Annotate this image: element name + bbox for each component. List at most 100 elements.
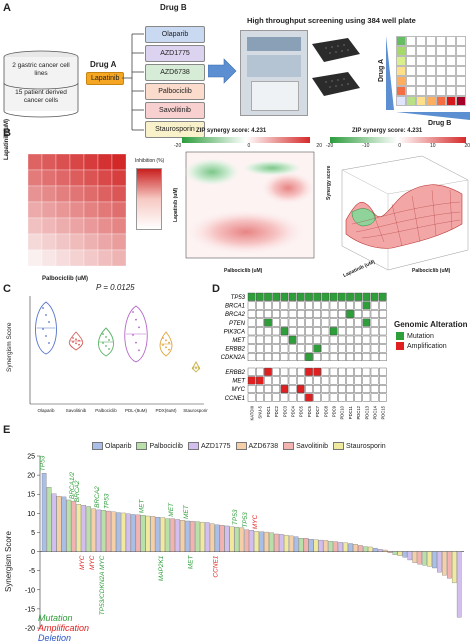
bar-annotation: MET <box>168 502 175 517</box>
matrix-cell <box>406 66 416 76</box>
matrix-cell <box>426 86 436 96</box>
mutation-cell <box>288 344 297 353</box>
mutation-cell <box>247 344 256 353</box>
mutation-cell <box>346 353 354 362</box>
inhibition-colorbar <box>136 168 162 230</box>
heatmap-xlabel: Palbociclib (uM) <box>42 276 89 282</box>
mutation-cell <box>272 292 280 301</box>
mutation-cell <box>354 327 363 336</box>
sample-label: PDC5 <box>299 405 304 417</box>
heatmap-cell <box>27 233 43 251</box>
heatmap-cell <box>27 217 43 235</box>
matrix-cell <box>456 96 466 106</box>
synergism-bar <box>199 521 205 552</box>
violin-point <box>108 339 110 341</box>
mutation-cell <box>346 301 354 310</box>
heatmap-cell <box>41 217 57 235</box>
legend-label: AZD6738 <box>248 442 279 450</box>
panel-c-label: C <box>3 283 11 295</box>
well-plate-image <box>312 38 360 96</box>
amp-cell <box>296 376 305 385</box>
violin-point <box>132 311 134 313</box>
synergism-bar <box>209 523 215 552</box>
heatmap-cell <box>83 201 99 219</box>
heatmap-cell <box>111 185 127 203</box>
legend-swatch <box>283 442 295 450</box>
heatmap-cell <box>69 217 85 235</box>
synergism-bar <box>402 551 408 558</box>
sample-label: KATOIII <box>250 406 255 421</box>
sample-label: PDC4 <box>291 405 296 417</box>
amp-cell <box>370 367 379 376</box>
matrix-cell <box>426 66 436 76</box>
mutation-cell <box>321 327 330 336</box>
mutation-cell <box>272 327 280 336</box>
mutation-cell <box>247 301 256 310</box>
synergism-bar <box>145 515 151 552</box>
bar-annotation: TP53 <box>39 455 46 471</box>
synergism-bar <box>170 518 175 552</box>
mutation-cell <box>296 327 305 336</box>
drug-legend-item: Savolitinib <box>283 442 328 450</box>
amp-cell <box>264 384 272 393</box>
sample-label: PDC9 <box>332 405 337 417</box>
cbar-tick-mid: 0 <box>247 143 251 149</box>
synergism-bar <box>279 534 284 552</box>
synergism-bar <box>101 510 106 552</box>
mutation-gene-label: PIK3CA <box>224 329 245 335</box>
mutation-cell <box>288 292 297 301</box>
mutation-cell <box>329 310 338 319</box>
violin-point <box>195 367 197 369</box>
violin-point <box>108 348 110 350</box>
violin-shape <box>98 327 114 357</box>
amp-cell <box>264 367 272 376</box>
violin-point <box>72 337 74 339</box>
mutation-cell <box>337 327 346 336</box>
mutation-cell <box>272 301 280 310</box>
amp-cell <box>346 376 354 385</box>
violin-point <box>78 339 80 342</box>
amp-cell <box>247 384 256 393</box>
synergism-bar <box>308 539 314 552</box>
matrix-cell <box>446 36 456 46</box>
mutation-cell <box>313 353 321 362</box>
inhibition-heatmap <box>27 153 127 267</box>
mutation-cell <box>362 327 371 336</box>
heatmap-cell <box>27 185 43 203</box>
drug-legend-item: AZD1775 <box>187 442 231 450</box>
mutation-cell <box>370 344 379 353</box>
matrix-cell <box>416 66 426 76</box>
synergism-bar <box>91 508 96 552</box>
matrix-cell <box>406 56 416 66</box>
violin-ylabel: Synergism Score <box>6 322 13 373</box>
mutation-cell <box>313 301 321 310</box>
synergism-bar <box>387 551 393 553</box>
synergism-bar <box>155 517 161 552</box>
amp-cell <box>247 393 256 402</box>
right-arrow-icon <box>208 58 237 84</box>
amp-cell <box>280 376 289 385</box>
mutation-cell <box>272 310 280 319</box>
mutation-cell <box>272 335 280 344</box>
synergism-bar <box>397 551 403 556</box>
heatmap-cell <box>97 201 113 219</box>
synergism-bar <box>61 496 67 552</box>
alteration-key-item: Deletion <box>38 633 72 643</box>
synergism-bar <box>456 551 462 618</box>
bar-annotation: MET <box>138 498 145 513</box>
amp-cell <box>354 367 363 376</box>
matrix-cell <box>426 76 436 86</box>
violin-point <box>105 345 107 347</box>
heatmap-cell <box>69 169 85 187</box>
mutation-cell <box>256 327 264 336</box>
heatmap-cell <box>55 185 71 203</box>
s-tick-2: -10 <box>362 143 370 149</box>
amp-cell <box>313 367 321 376</box>
matrix-cell <box>456 86 466 96</box>
synergism-bar <box>427 551 432 567</box>
bar-y-tick-label: 25 <box>27 454 35 461</box>
s-tick-1: -20 <box>326 143 334 149</box>
synergism-bar <box>234 526 240 552</box>
drug-a-label: Drug A <box>90 60 117 69</box>
mutation-cell <box>346 318 354 327</box>
